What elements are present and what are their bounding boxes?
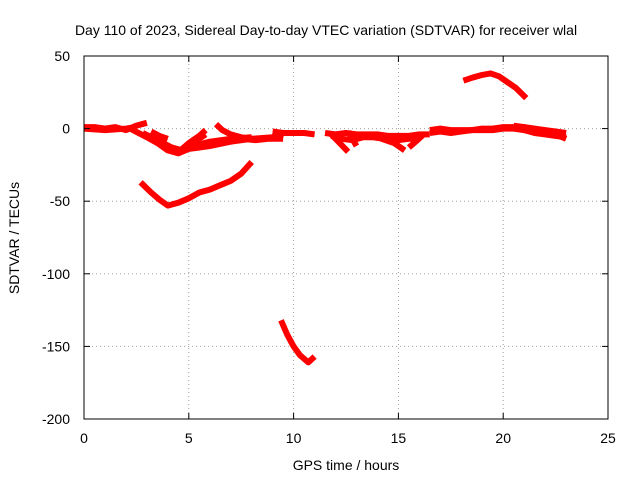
series-band-16-23-c <box>513 122 568 142</box>
ticks: 0 5 10 15 20 25 -200 -150 -100 -50 0 50 <box>42 48 616 446</box>
x-axis-label: GPS time / hours <box>293 457 400 473</box>
series-mid-9-11 <box>272 128 315 138</box>
series-dip-4h-b <box>141 130 252 154</box>
series-band-12-16-a <box>324 130 430 139</box>
series-drop-15h <box>380 135 407 153</box>
x-tick-label: 5 <box>185 430 193 446</box>
series-band-12-16-b <box>330 133 420 144</box>
series-short-3h <box>149 128 169 142</box>
series-mid-8-10 <box>240 135 284 144</box>
x-tick-label: 15 <box>391 430 407 446</box>
series-drop-12h <box>329 132 351 154</box>
series-rise-16h <box>406 132 426 150</box>
y-tick-label: -200 <box>42 411 70 427</box>
series-rise-5h-b <box>187 131 208 149</box>
chart-title: Day 110 of 2023, Sidereal Day-to-day VTE… <box>75 22 577 38</box>
x-tick-label: 0 <box>80 430 88 446</box>
y-tick-label: 50 <box>54 48 70 64</box>
series-arc-low <box>138 159 254 209</box>
y-tick-label: -100 <box>42 266 70 282</box>
series-band-main-2 <box>83 124 137 134</box>
y-tick-label: -150 <box>42 338 70 354</box>
x-tick-label: 20 <box>495 430 511 446</box>
series-lowest <box>278 319 317 366</box>
grid <box>84 56 608 419</box>
x-tick-label: 25 <box>600 430 616 446</box>
x-tick-label: 10 <box>286 430 302 446</box>
plot-frame <box>83 55 609 420</box>
y-tick-label: -50 <box>50 193 70 209</box>
y-tick-label: 0 <box>62 121 70 137</box>
y-axis-label: SDTVAR / TECUs <box>6 182 22 294</box>
series-drop-13h <box>345 130 360 148</box>
series-group <box>83 70 568 366</box>
series-upper-arc <box>462 70 529 101</box>
